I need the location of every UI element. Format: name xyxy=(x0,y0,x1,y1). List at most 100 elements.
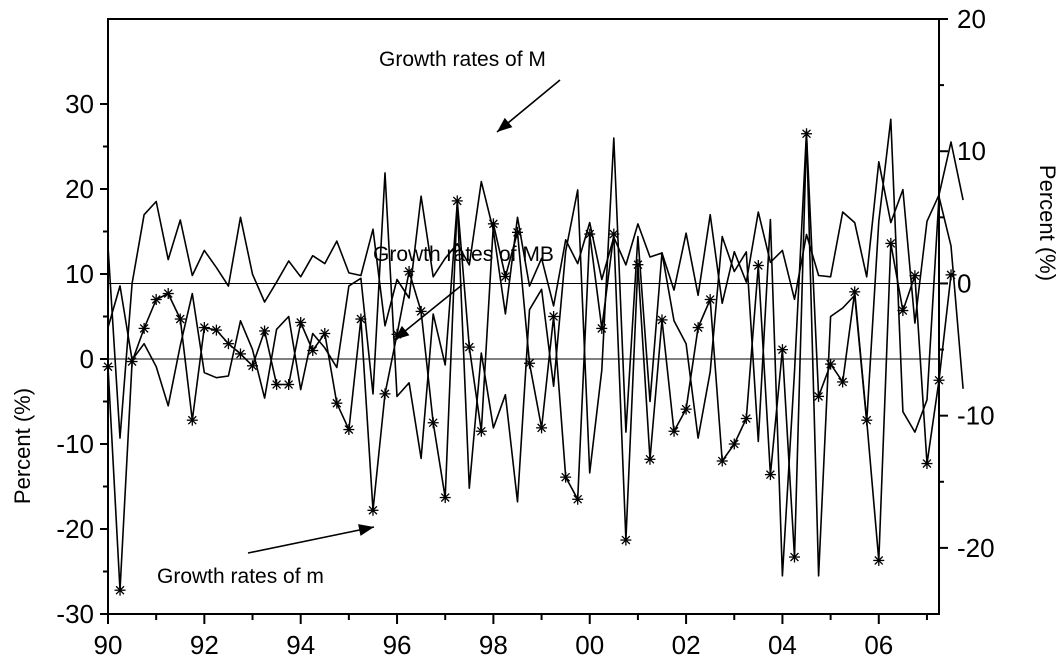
star-marker xyxy=(451,195,463,207)
star-marker xyxy=(548,311,560,322)
star-marker xyxy=(210,324,222,336)
star-marker xyxy=(499,271,511,283)
axis-ticks xyxy=(100,18,948,624)
arrow-mm-growth xyxy=(247,524,375,554)
star-marker xyxy=(114,584,126,596)
star-marker xyxy=(234,348,246,360)
x-tick-label: 94 xyxy=(286,630,315,660)
star-marker xyxy=(138,322,150,334)
right-tick-label: 0 xyxy=(957,268,971,298)
star-marker xyxy=(150,294,162,305)
star-marker xyxy=(222,338,234,350)
right-tick-label: 20 xyxy=(957,4,986,34)
annotations: Growth rates of M Growth rates of MB Gro… xyxy=(157,48,561,588)
star-marker xyxy=(126,356,138,368)
star-marker xyxy=(415,305,427,317)
left-axis-title: Percent (%) xyxy=(10,388,35,504)
star-marker xyxy=(620,534,632,546)
star-marker xyxy=(343,424,355,436)
star-marker xyxy=(776,344,788,356)
star-marker xyxy=(873,554,885,566)
star-marker xyxy=(825,358,837,370)
star-marker xyxy=(379,388,391,400)
x-tick-label: 90 xyxy=(94,630,123,660)
star-marker xyxy=(198,322,210,334)
left-tick-label: -30 xyxy=(56,599,94,629)
annotation-m-growth: Growth rates of M xyxy=(379,48,546,71)
left-tick-label: 30 xyxy=(65,89,94,119)
star-marker xyxy=(668,425,680,437)
annotation-mm-growth: Growth rates of m xyxy=(157,565,324,588)
right-tick-label: 10 xyxy=(957,136,986,166)
arrow-mb-growth xyxy=(393,284,463,341)
star-marker xyxy=(355,313,367,325)
star-marker xyxy=(102,361,114,373)
star-marker xyxy=(861,414,873,426)
star-marker xyxy=(283,379,295,390)
left-tick-label: -20 xyxy=(56,514,94,544)
series-group xyxy=(107,118,964,592)
star-marker xyxy=(704,294,716,305)
x-tick-label: 04 xyxy=(768,630,797,660)
arrow-m-growth xyxy=(496,79,561,133)
star-marker xyxy=(487,218,499,230)
x-tick-label: 92 xyxy=(190,630,219,660)
star-marker xyxy=(572,493,584,505)
star-marker xyxy=(680,403,692,415)
right-axis-title: Percent (%) xyxy=(1035,165,1058,281)
star-marker xyxy=(885,237,897,249)
star-marker xyxy=(331,397,343,409)
star-marker xyxy=(174,313,186,325)
left-tick-label: 0 xyxy=(80,344,94,374)
series-line-2 xyxy=(107,118,964,577)
star-marker xyxy=(945,269,957,281)
star-marker xyxy=(271,379,283,390)
right-tick-label: -20 xyxy=(957,533,995,563)
star-marker xyxy=(403,265,415,277)
series-line-1 xyxy=(107,141,964,439)
star-marker xyxy=(813,390,825,402)
star-marker xyxy=(307,345,319,356)
star-marker xyxy=(186,414,198,426)
star-marker xyxy=(247,360,259,372)
tick-labels: 90 92 94 96 98 00 02 04 06 -30 -20 -10 0 10 20 30 -20 -10… xyxy=(56,4,994,660)
right-tick-label: -10 xyxy=(957,401,995,431)
star-marker xyxy=(608,228,620,240)
star-marker xyxy=(837,376,849,388)
star-marker xyxy=(475,425,487,437)
star-marker xyxy=(524,357,536,369)
star-marker xyxy=(897,305,909,317)
annotation-mb-growth: Growth rates of MB xyxy=(373,243,554,266)
star-marker xyxy=(439,492,451,504)
left-tick-label: 10 xyxy=(65,259,94,289)
star-marker xyxy=(427,417,439,429)
left-tick-label: 20 xyxy=(65,174,94,204)
star-marker xyxy=(511,226,523,238)
star-marker xyxy=(788,551,800,563)
star-marker xyxy=(295,316,307,328)
star-marker xyxy=(536,422,548,434)
star-marker xyxy=(752,260,764,271)
star-marker xyxy=(764,469,776,481)
star-marker xyxy=(909,270,921,282)
star-marker xyxy=(319,328,331,339)
star-marker xyxy=(367,504,379,516)
x-tick-label: 98 xyxy=(479,630,508,660)
x-tick-label: 00 xyxy=(575,630,604,660)
star-marker xyxy=(656,314,668,326)
star-marker xyxy=(632,259,644,271)
star-marker xyxy=(921,458,933,470)
star-marker xyxy=(162,288,174,300)
star-marker xyxy=(801,128,813,140)
star-marker xyxy=(692,322,704,334)
left-tick-label: -10 xyxy=(56,429,94,459)
star-markers xyxy=(102,128,957,596)
star-marker xyxy=(728,438,740,450)
star-marker xyxy=(716,455,728,467)
star-marker xyxy=(463,341,475,353)
x-tick-label: 06 xyxy=(864,630,893,660)
star-marker xyxy=(259,325,271,337)
x-tick-label: 02 xyxy=(672,630,701,660)
star-marker xyxy=(560,471,572,483)
